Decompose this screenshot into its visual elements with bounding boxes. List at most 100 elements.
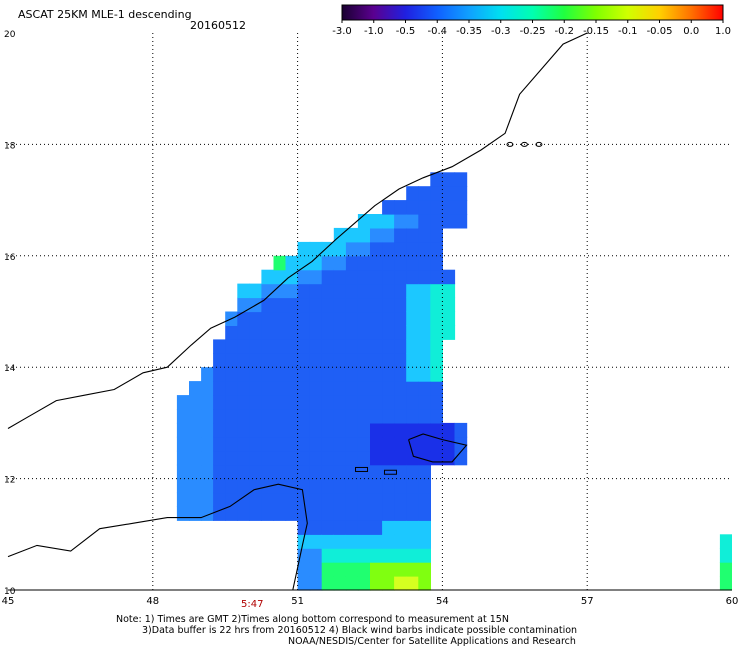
heatmap-cell xyxy=(394,492,407,507)
heatmap-cell xyxy=(321,534,335,549)
heatmap-cell xyxy=(370,436,383,452)
heatmap-cell xyxy=(394,311,407,326)
heatmap-cell xyxy=(418,339,431,354)
heatmap-cell xyxy=(382,422,395,438)
x-tick-label: 45 xyxy=(2,596,15,607)
heatmap-cell xyxy=(442,436,456,452)
note-line-3: NOAA/NESDIS/Center for Satellite Applica… xyxy=(288,636,576,647)
heatmap-cell xyxy=(394,227,407,243)
heatmap-cell xyxy=(321,464,335,480)
heatmap-cell xyxy=(406,186,419,201)
heatmap-cell xyxy=(382,297,395,313)
heatmap-cell xyxy=(237,478,250,494)
heatmap-cell xyxy=(418,241,431,257)
heatmap-cell xyxy=(357,562,371,577)
heatmap-cell xyxy=(394,339,407,354)
heatmap-cell xyxy=(249,353,262,368)
heatmap-cell xyxy=(442,214,456,229)
heatmap-cell xyxy=(249,478,262,494)
heatmap-cell xyxy=(370,562,383,577)
heatmap-cell xyxy=(370,381,383,396)
heatmap-cell xyxy=(285,506,299,521)
heatmap-cell xyxy=(357,422,371,438)
heatmap-cell xyxy=(189,422,202,438)
heatmap-cell xyxy=(382,576,395,591)
heatmap-cell xyxy=(309,464,323,480)
colorbar-gradient xyxy=(341,4,724,21)
heatmap-cell xyxy=(454,200,468,215)
colorbar-label: 0.0 xyxy=(683,26,700,37)
heatmap-cell xyxy=(357,381,371,396)
heatmap-cell xyxy=(237,367,250,382)
time-label: 5:47 xyxy=(241,599,264,610)
heatmap-cell xyxy=(370,478,383,494)
heatmap-cell xyxy=(333,269,347,285)
heatmap-cell xyxy=(261,450,275,466)
heatmap-cell xyxy=(213,353,226,368)
heatmap-cell xyxy=(261,283,275,299)
heatmap-cell xyxy=(249,381,262,396)
heatmap-cell xyxy=(357,409,371,424)
heatmap-cell xyxy=(418,464,431,480)
heatmap-cell xyxy=(382,255,395,271)
heatmap-cell xyxy=(345,353,359,368)
heatmap-cell xyxy=(382,534,395,549)
heatmap-cell xyxy=(333,353,347,368)
heatmap-cell xyxy=(297,395,311,410)
coastline xyxy=(7,32,588,591)
heatmap-cell xyxy=(333,576,347,591)
heatmap-cell xyxy=(285,464,299,480)
heatmap-cell xyxy=(406,576,419,591)
heatmap-cell xyxy=(357,353,371,368)
heatmap-cell xyxy=(345,381,359,396)
heatmap-cell xyxy=(321,367,335,382)
heatmap-cell xyxy=(406,283,419,299)
heatmap-cell xyxy=(719,534,732,549)
heatmap-cell xyxy=(176,506,190,521)
heatmap-cell xyxy=(285,283,299,299)
heatmap-cell xyxy=(357,492,371,507)
heatmap-cell xyxy=(357,241,371,257)
heatmap-cell xyxy=(321,269,335,285)
heatmap-cell xyxy=(297,311,311,326)
heatmap-cell xyxy=(321,353,335,368)
island-kuria-muria xyxy=(535,141,543,147)
heatmap-cell xyxy=(442,200,456,215)
heatmap-cell xyxy=(719,576,732,591)
heatmap-cell xyxy=(333,381,347,396)
heatmap-cell xyxy=(382,464,395,480)
heatmap-cell xyxy=(261,325,275,340)
heatmap-cell xyxy=(442,172,456,187)
heatmap-cell xyxy=(189,464,202,480)
heatmap-cell xyxy=(309,534,323,549)
heatmap-cell xyxy=(430,227,443,243)
heatmap-cell xyxy=(201,395,214,410)
heatmap-cell xyxy=(333,492,347,507)
heatmap-cell xyxy=(297,353,311,368)
axes: 45 48 51 54 57 60 10 12 14 16 18 20 xyxy=(2,30,739,607)
heatmap-cell xyxy=(297,520,311,535)
heatmap-cell xyxy=(357,269,371,285)
heatmap-cell xyxy=(333,422,347,438)
heatmap-cell xyxy=(237,297,250,313)
heatmap-cell xyxy=(273,311,287,326)
heatmap-cell xyxy=(357,534,371,549)
heatmap-cell xyxy=(430,353,443,368)
heatmap-cell xyxy=(237,283,250,299)
heatmap-cell xyxy=(442,422,456,438)
heatmap-cell xyxy=(213,395,226,410)
heatmap-cell xyxy=(370,227,383,243)
heatmap-cell xyxy=(406,381,419,396)
heatmap-cell xyxy=(394,395,407,410)
heatmap-cell xyxy=(321,395,335,410)
heatmap-cell xyxy=(176,409,190,424)
heatmap-cell xyxy=(406,311,419,326)
heatmap-cell xyxy=(297,339,311,354)
heatmap-cell xyxy=(297,562,311,577)
heatmap-cell xyxy=(345,311,359,326)
heatmap-cell xyxy=(321,492,335,507)
heatmap-cell xyxy=(309,255,323,271)
colorbar-label: -0.2 xyxy=(554,26,575,37)
heatmap-cell xyxy=(382,492,395,507)
heatmap-cell xyxy=(297,255,311,271)
